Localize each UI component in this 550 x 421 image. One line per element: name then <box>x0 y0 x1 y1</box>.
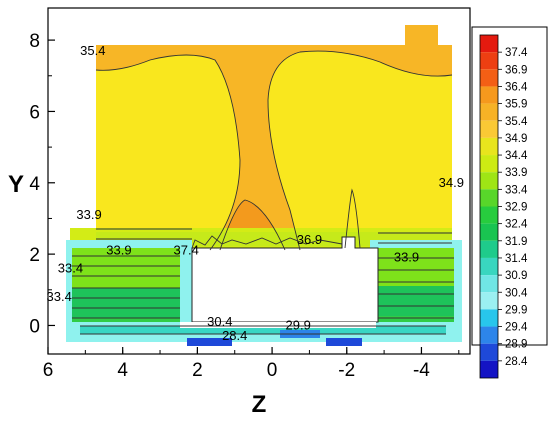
legend-swatch <box>480 137 498 156</box>
contour-lines <box>72 50 454 335</box>
lower-left-mid <box>72 288 180 318</box>
y-axis-title: Y <box>8 171 24 198</box>
lower-left-top <box>72 248 180 288</box>
legend-swatch <box>480 155 498 173</box>
legend-swatch <box>480 275 498 293</box>
legend-label: 34.9 <box>505 133 527 145</box>
legend-label: 35.4 <box>505 116 528 128</box>
legend-swatch <box>480 309 498 327</box>
contour-label: 28.4 <box>222 328 247 343</box>
x-axis-title: Z <box>252 391 267 418</box>
legend-label: 33.9 <box>505 167 527 179</box>
legend-label: 28.4 <box>505 356 528 368</box>
legend: 37.4 36.9 36.4 35.9 35.4 34.9 34.4 33.9 33.4 32.9… <box>471 26 548 379</box>
x-tick-label: 6 <box>43 360 54 381</box>
y-tick-label: 4 <box>29 174 40 195</box>
legend-swatch <box>480 257 498 276</box>
y-tick-label: 6 <box>29 102 40 123</box>
x-tick-label: 0 <box>267 360 278 381</box>
legend-label: 36.4 <box>505 81 528 93</box>
x-tick-label: -4 <box>413 360 430 381</box>
legend-swatch <box>480 326 498 344</box>
legend-swatch <box>480 35 498 53</box>
blue-patch-right <box>326 338 362 346</box>
blue-patch-left <box>187 338 232 346</box>
y-tick-label: 0 <box>29 316 40 337</box>
x-tick-label: -2 <box>338 360 355 381</box>
x-tick-label: 2 <box>192 360 203 381</box>
legend-label: 37.4 <box>505 47 528 59</box>
axis-layer: 6 4 2 0 -2 -4 0 2 4 6 8 <box>29 31 460 381</box>
legend-label: 31.9 <box>505 236 527 248</box>
contour-label: 33.9 <box>394 250 419 265</box>
bottom-strip-inner <box>80 326 446 334</box>
contour-label: 36.9 <box>297 232 322 247</box>
legend-label: 32.9 <box>505 202 527 214</box>
plot-area <box>66 25 462 346</box>
legend-swatch <box>480 240 498 258</box>
y-tick-label: 2 <box>29 245 40 266</box>
contour-label: 37.4 <box>174 243 199 258</box>
legend-swatch <box>480 120 498 138</box>
legend-label: 29.4 <box>505 322 528 334</box>
warm-zone <box>96 45 452 250</box>
contour-label: 33.9 <box>106 243 131 258</box>
legend-swatch <box>480 189 498 207</box>
legend-label: 30.9 <box>505 270 527 282</box>
contour-label: 30.4 <box>207 314 232 329</box>
lower-right-top <box>378 248 454 286</box>
top-right-box <box>405 25 438 47</box>
legend-label: 28.9 <box>505 339 527 351</box>
legend-swatch <box>480 206 498 224</box>
legend-label: 35.9 <box>505 99 527 111</box>
contour-label: 34.9 <box>439 175 464 190</box>
contour-label-layer: 35.4 34.9 33.9 37.4 36.9 33.9 33.9 33.4 33.4 30.4… <box>47 43 464 343</box>
legend-swatch <box>480 52 498 70</box>
legend-label: 32.4 <box>505 219 528 231</box>
contour-label: 29.9 <box>286 317 311 332</box>
legend-swatch <box>480 343 498 361</box>
legend-swatch <box>480 69 498 87</box>
legend-swatch <box>480 103 498 121</box>
legend-label: 29.9 <box>505 304 527 316</box>
legend-label: 33.4 <box>505 184 528 196</box>
x-tick-label: 4 <box>117 360 128 381</box>
legend-label: 31.4 <box>505 253 528 265</box>
legend-swatch <box>480 172 498 190</box>
legend-swatch <box>480 292 498 310</box>
legend-swatch <box>480 223 498 241</box>
legend-label: 36.9 <box>505 64 527 76</box>
contour-label: 35.4 <box>80 43 105 58</box>
contour-label: 33.4 <box>47 289 72 304</box>
legend-swatch <box>480 86 498 104</box>
contour-label: 33.9 <box>76 207 101 222</box>
obstacle-gap <box>180 322 376 328</box>
lower-right-mid <box>378 286 454 316</box>
contour-label: 33.4 <box>58 260 83 275</box>
legend-label: 30.4 <box>505 287 528 299</box>
legend-swatch <box>480 360 498 378</box>
legend-label: 34.4 <box>505 150 528 162</box>
y-tick-label: 8 <box>29 31 40 52</box>
plot-frame <box>47 7 471 355</box>
